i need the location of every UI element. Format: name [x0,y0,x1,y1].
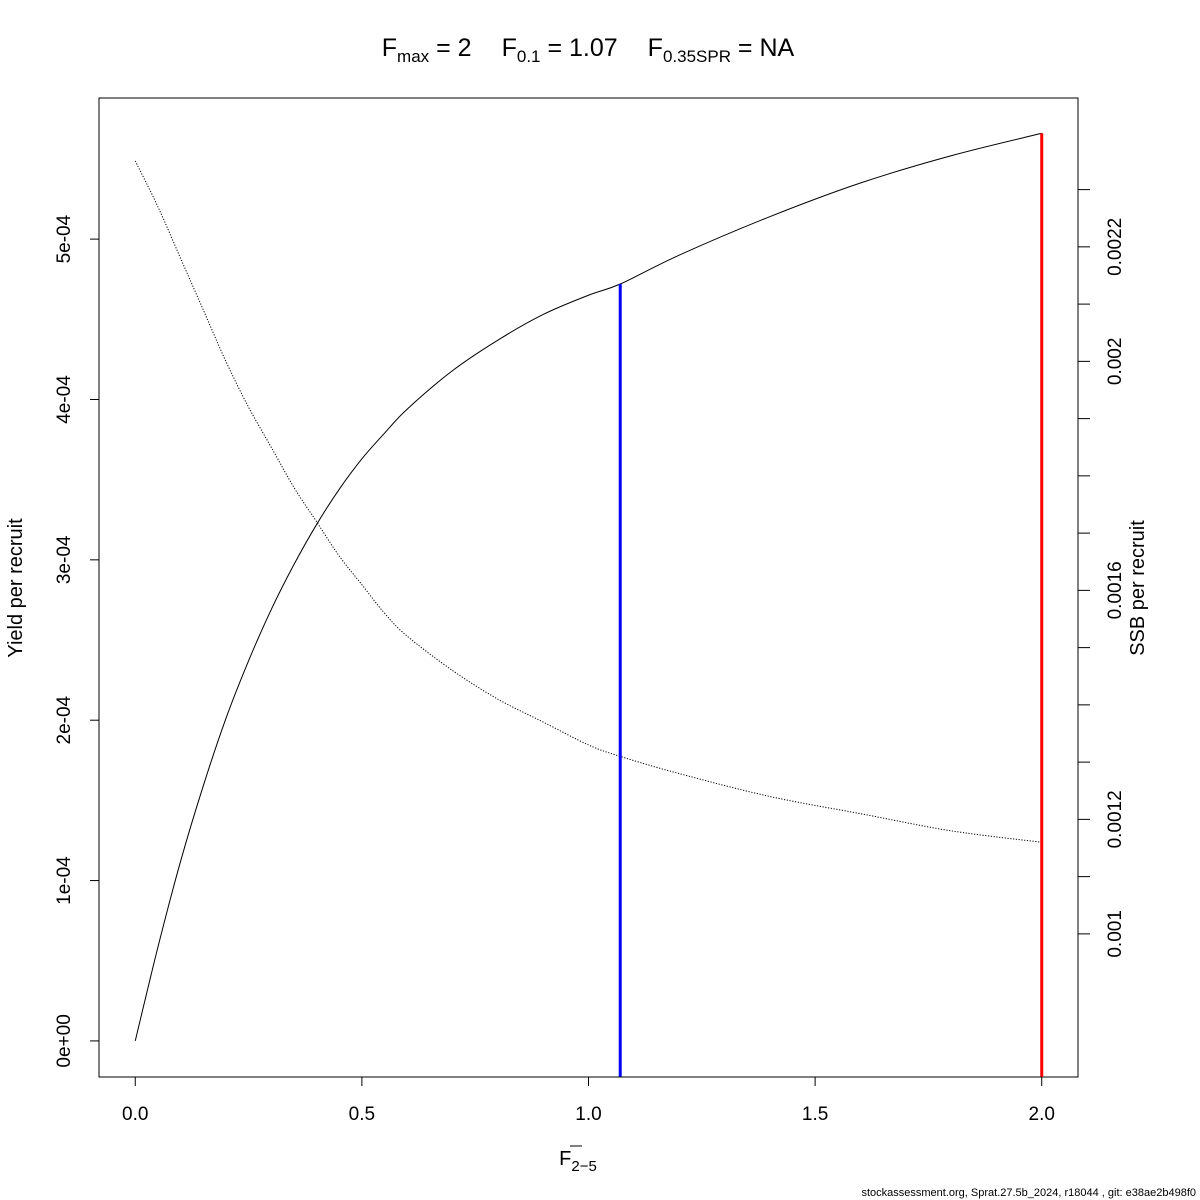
x-title-subscript: 2−5 [571,1158,596,1175]
plot-frame [98,97,1079,1078]
yield-per-recruit-line [134,132,1042,1042]
title-text: Fmax = 2 F0.1 = 1.07 F0.35SPR = NA [382,34,795,66]
x-tick-label: 1.5 [802,1104,828,1125]
y-axis-left: 0e+00 1e-04 2e-04 3e-04 4e-04 5e-04 [54,214,99,1068]
y2-tick-label: 0.001 [1105,910,1126,958]
y-axis-right: 0.001 0.0012 0.0016 0.002 0.0022 [1078,189,1126,958]
x-tick-label: 0.0 [122,1104,148,1125]
title-subscript: max [397,47,430,66]
title-subscript: 0.35SPR [663,47,731,66]
y2-tick-label: 0.0022 [1105,218,1126,276]
y-tick-label: 4e-04 [54,375,75,424]
title-value: = 2 [429,34,471,62]
title-symbol: F [502,34,517,62]
x-title-symbol: F [559,1148,571,1170]
y2-tick-label: 0.0012 [1105,790,1126,848]
y2-tick-label: 0.002 [1105,338,1126,386]
x-tick-label: 2.0 [1029,1104,1055,1125]
y2-axis-title: SSB per recruit [1127,520,1149,656]
y-tick-label: 3e-04 [54,535,75,584]
x-axis: 0.0 0.5 1.0 1.5 2.0 [122,1076,1055,1125]
y-tick-label: 1e-04 [54,856,75,905]
footer-credit: stockassessment.org, Sprat.27.5b_2024, r… [861,1187,1196,1199]
x-tick-label: 1.0 [575,1104,601,1125]
x-title-text: F2−5 [559,1148,597,1175]
title-symbol: F [382,34,397,62]
y2-tick-label: 0.0016 [1105,561,1126,619]
title-subscript: 0.1 [517,47,541,66]
y-tick-label: 5e-04 [54,214,75,263]
x-tick-label: 0.5 [349,1104,375,1125]
title-value: = NA [731,34,795,62]
chart-title: Fmax = 2 F0.1 = 1.07 F0.35SPR = NA [382,34,795,66]
y-axis-title: Yield per recruit [5,518,27,658]
x-axis-title: F2−5 [559,1145,597,1175]
title-value: = 1.07 [541,34,618,62]
y-tick-label: 0e+00 [54,1014,75,1067]
title-symbol: F [648,34,663,62]
ssb-per-recruit-line [134,160,1042,843]
y-tick-label: 2e-04 [54,695,75,744]
